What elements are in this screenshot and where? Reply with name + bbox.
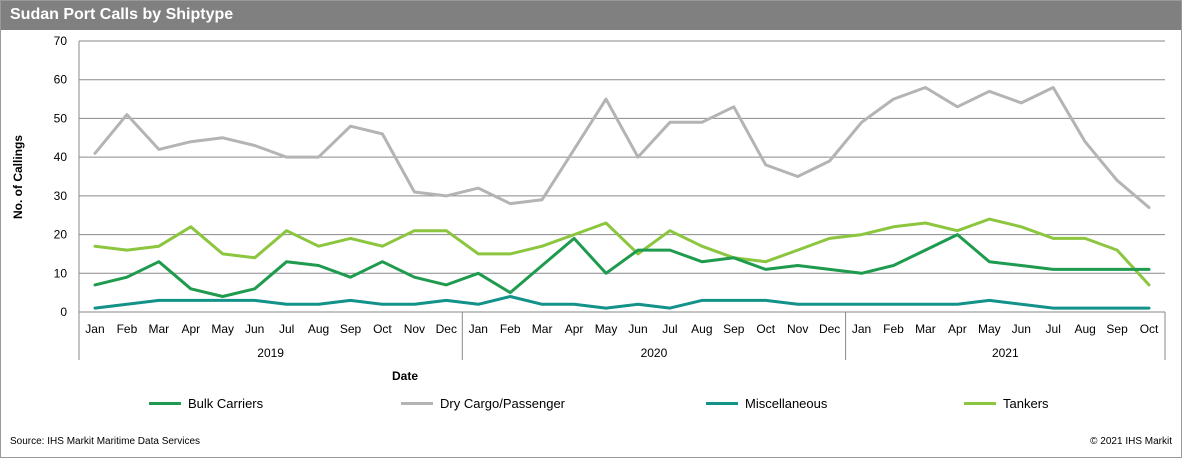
legend-label: Dry Cargo/Passenger	[440, 395, 565, 411]
x-tick-label: Mar	[915, 322, 936, 336]
x-tick-label: Aug	[1074, 322, 1095, 336]
x-tick-label: May	[978, 322, 1001, 336]
x-tick-label: Apr	[948, 322, 967, 336]
x-tick-label: Jul	[1046, 322, 1061, 336]
x-tick-label: Jun	[1012, 322, 1031, 336]
legend-item: Bulk Carriers	[149, 394, 263, 412]
x-tick-label: Jun	[628, 322, 647, 336]
x-tick-label: May	[595, 322, 618, 336]
title-bar: Sudan Port Calls by Shiptype	[1, 1, 1181, 30]
legend-label: Tankers	[1003, 395, 1049, 411]
legend-item: Tankers	[964, 394, 1049, 412]
x-tick-label: Apr	[565, 322, 584, 336]
x-tick-label: May	[211, 322, 234, 336]
chart-title: Sudan Port Calls by Shiptype	[10, 6, 234, 23]
x-tick-label: Oct	[373, 322, 392, 336]
year-group-label: 2019	[257, 346, 284, 360]
x-tick-label: Dec	[436, 322, 457, 336]
y-tick-label: 50	[54, 111, 68, 125]
y-tick-label: 0	[60, 305, 67, 319]
y-tick-label: 20	[54, 228, 68, 242]
x-tick-label: Jul	[662, 322, 677, 336]
series-line-miscellaneous	[93, 295, 1151, 310]
year-group-label: 2021	[992, 346, 1019, 360]
legend-label: Bulk Carriers	[188, 395, 264, 411]
x-tick-label: Nov	[404, 322, 425, 336]
y-tick-label: 60	[54, 73, 68, 87]
x-tick-label: Apr	[181, 322, 200, 336]
x-tick-label: Aug	[308, 322, 329, 336]
x-tick-label: Oct	[756, 322, 775, 336]
x-tick-label: Feb	[117, 322, 138, 336]
x-tick-label: Jul	[279, 322, 294, 336]
y-tick-label: 70	[54, 34, 68, 48]
x-tick-label: Nov	[787, 322, 808, 336]
legend-swatch	[706, 401, 738, 405]
x-tick-label: Jun	[245, 322, 264, 336]
year-group-label: 2020	[641, 346, 668, 360]
legend-swatch	[964, 401, 996, 405]
legend-item: Dry Cargo/Passenger	[401, 394, 565, 412]
series-line-bulk-carriers	[93, 233, 1151, 298]
legend-item: Miscellaneous	[706, 394, 827, 412]
x-tick-label: Sep	[340, 322, 362, 336]
x-tick-label: Dec	[819, 322, 840, 336]
x-tick-label: Feb	[883, 322, 904, 336]
y-tick-label: 10	[54, 266, 68, 280]
legend-swatch	[401, 401, 433, 405]
x-tick-label: Sep	[1106, 322, 1128, 336]
x-tick-label: Jan	[852, 322, 871, 336]
x-tick-label: Mar	[149, 322, 170, 336]
series-line-tankers	[93, 217, 1151, 287]
x-tick-label: Jan	[469, 322, 488, 336]
y-axis-title: No. of Callings	[11, 135, 25, 219]
x-tick-label: Mar	[532, 322, 553, 336]
legend-label: Miscellaneous	[745, 395, 828, 411]
x-axis-title: Date	[392, 369, 418, 383]
source-note: Source: IHS Markit Maritime Data Service…	[10, 436, 201, 447]
x-tick-label: Aug	[691, 322, 712, 336]
x-tick-label: Sep	[723, 322, 745, 336]
x-tick-label: Jan	[85, 322, 104, 336]
x-tick-label: Feb	[500, 322, 521, 336]
y-tick-label: 30	[54, 189, 68, 203]
y-tick-label: 40	[54, 150, 68, 164]
legend-swatch	[149, 401, 181, 405]
x-tick-label: Oct	[1140, 322, 1159, 336]
series-line-dry-cargo-passenger	[93, 86, 1151, 209]
chart-legend: Bulk Carriers Dry Cargo/Passenger Miscella…	[1, 394, 1181, 412]
copyright-note: © 2021 IHS Markit	[1090, 436, 1172, 447]
